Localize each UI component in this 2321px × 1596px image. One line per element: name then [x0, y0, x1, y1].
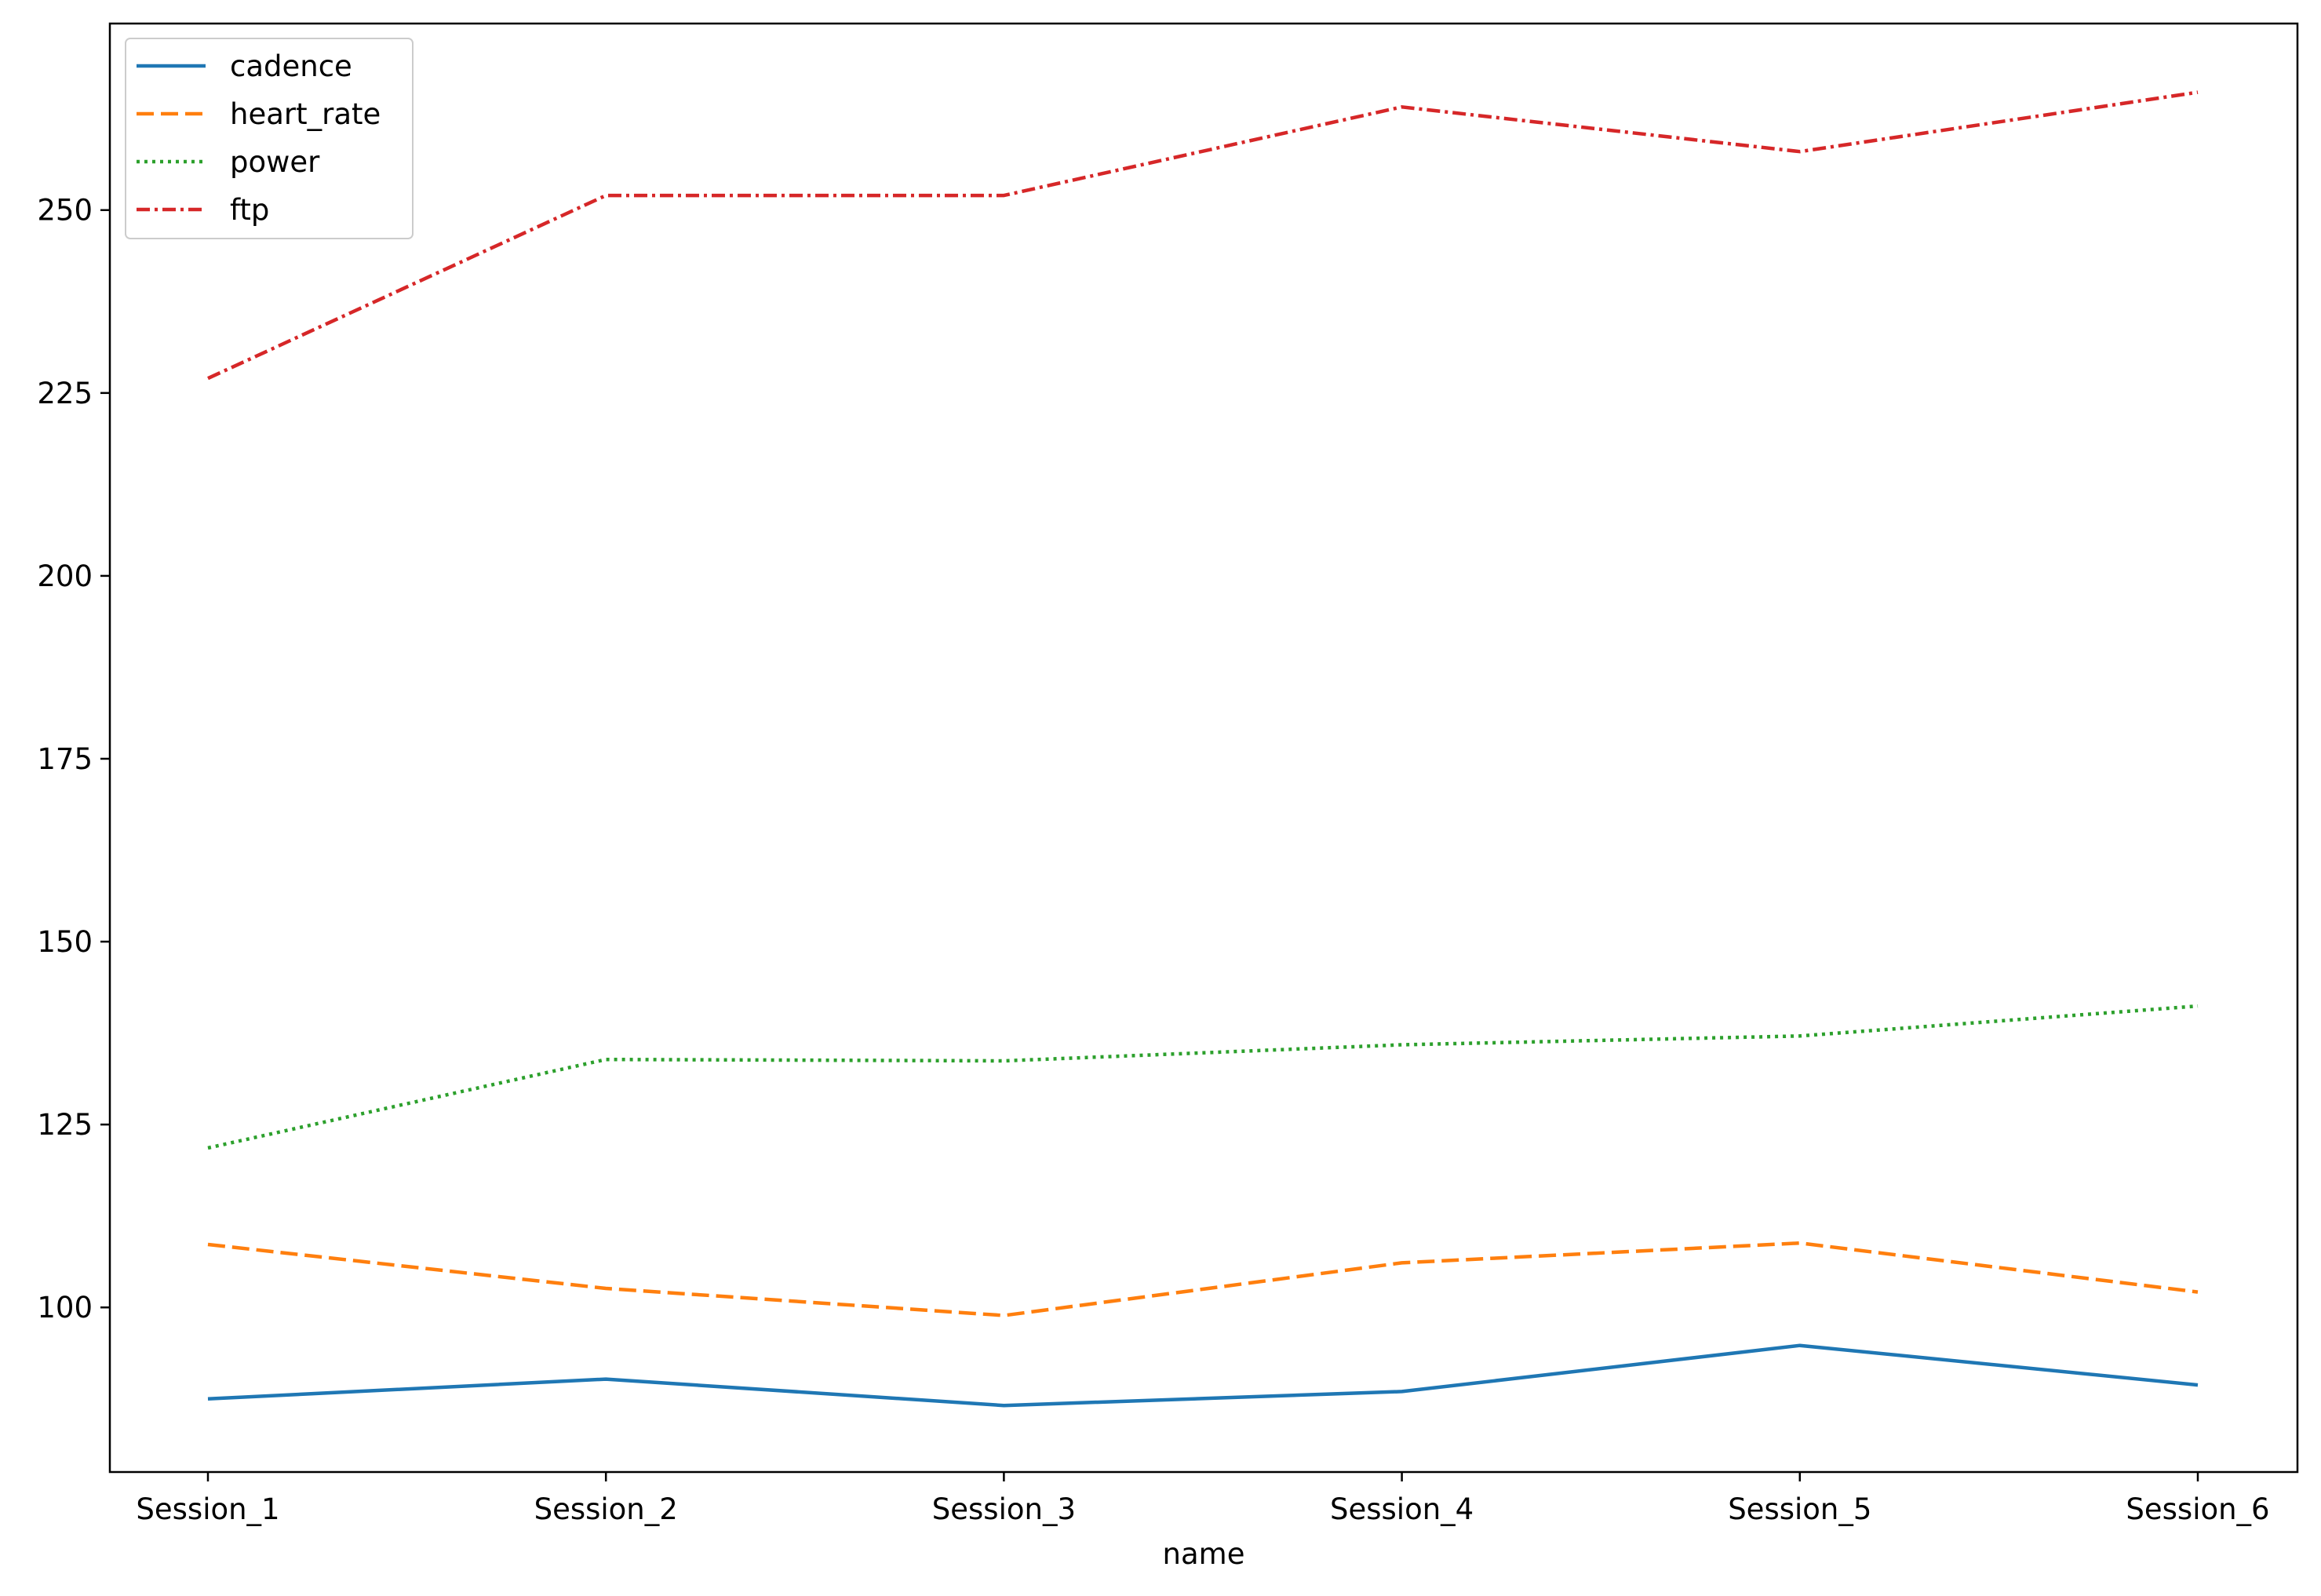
series-line-ftp: [207, 90, 2199, 381]
x-axis-label: name: [1163, 1537, 1245, 1571]
legend-label-power: power: [230, 145, 320, 179]
y-tick-label: 200: [37, 559, 93, 593]
x-tick-label: Session_2: [534, 1492, 678, 1526]
legend-label-cadence: cadence: [230, 49, 352, 83]
x-tick-label: Session_5: [1728, 1492, 1871, 1526]
legend-label-heart-rate: heart_rate: [230, 97, 381, 131]
y-tick-label: 250: [37, 194, 93, 228]
x-axis: Session_1 Session_2 Session_3 Session_4 Sess…: [136, 1472, 2270, 1526]
plot-frame: [108, 22, 2299, 1474]
legend-label-ftp: ftp: [230, 193, 269, 227]
y-tick-label: 225: [37, 377, 93, 410]
y-tick-label: 100: [37, 1291, 93, 1325]
y-tick-label: 175: [37, 742, 93, 776]
x-tick-label: Session_3: [932, 1492, 1076, 1526]
series-line-heart-rate: [207, 1241, 2199, 1317]
series-line-cadence: [207, 1343, 2199, 1408]
series-line-power: [207, 1004, 2199, 1150]
x-tick-label: Session_4: [1330, 1492, 1474, 1526]
y-axis: 100 125 150 175 200 225 250: [37, 194, 110, 1325]
plot-area: [207, 90, 2199, 1408]
x-tick-label: Session_6: [2126, 1492, 2269, 1526]
legend-box: [125, 38, 414, 239]
y-tick-label: 125: [37, 1108, 93, 1142]
y-tick-label: 150: [37, 925, 93, 959]
x-tick-label: Session_1: [136, 1492, 279, 1526]
